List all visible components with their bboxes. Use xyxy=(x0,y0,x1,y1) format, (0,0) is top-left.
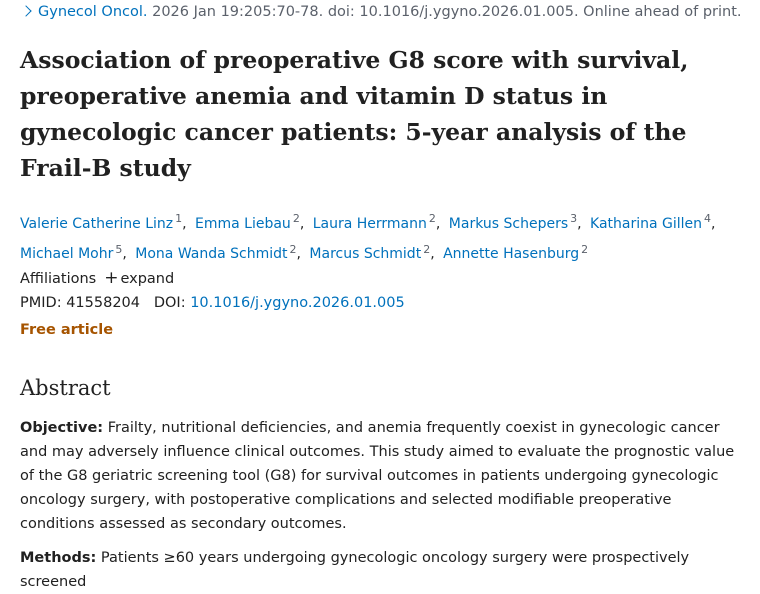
author-link[interactable]: Michael Mohr xyxy=(20,246,114,263)
affiliation-number[interactable]: 2 xyxy=(428,212,436,225)
affiliation-number[interactable]: 3 xyxy=(570,212,578,225)
pmid: 41558204 xyxy=(66,295,141,311)
page: Article html, body { margin: 0; padding:… xyxy=(20,4,742,590)
author-link[interactable]: Marcus Schmidt xyxy=(309,246,422,263)
affiliations: Affiliations + expand xyxy=(20,268,174,288)
body: {"citation": {"journal": "Gynecol Oncol.… xyxy=(20,4,742,590)
citation-details: 2026 Jan 19:205:70-78. doi: 10.1016/j.yg… xyxy=(152,4,742,20)
abstract-paragraph: Methods: Patients ≥60 years undergoing g… xyxy=(20,546,738,594)
author-link[interactable]: Katharina Gillen xyxy=(590,215,703,232)
affiliation-number[interactable]: 2 xyxy=(292,212,300,225)
author-link[interactable]: Annette Hasenburg xyxy=(443,246,580,263)
affiliation-number[interactable]: 4 xyxy=(704,212,712,225)
expand-toggle[interactable]: expand xyxy=(120,271,175,287)
author: Mona Wanda Schmidt 2 xyxy=(135,242,305,263)
citation: Gynecol Oncol. 2026 Jan 19:205:70-78. do… xyxy=(20,4,742,20)
author-link[interactable]: Emma Liebau xyxy=(195,215,291,232)
identifiers: PMID: 41558204 DOI: 10.1016/j.ygyno.2026… xyxy=(20,295,405,311)
article-title: Association of preoperative G8 score wit… xyxy=(20,46,689,182)
author-link[interactable]: Mona Wanda Schmidt xyxy=(135,246,288,263)
doi-link[interactable]: 10.1016/j.ygyno.2026.01.005 xyxy=(190,295,405,311)
author-link[interactable]: Valerie Catherine Linz xyxy=(20,215,174,232)
author: Laura Herrmann 2 xyxy=(312,212,445,232)
section-label: Objective: xyxy=(20,420,104,436)
author: Markus Schepers 3 xyxy=(448,212,586,232)
doi-label: DOI: xyxy=(153,295,186,311)
author: Michael Mohr 5 xyxy=(20,242,131,263)
free-article: Free article xyxy=(20,322,114,338)
section-label: Methods: xyxy=(20,550,97,566)
author-link[interactable]: Laura Herrmann xyxy=(312,215,427,232)
abstract-heading: Abstract xyxy=(20,376,111,400)
abstract-paragraph: Objective: Frailty, nutritional deficien… xyxy=(20,416,738,536)
journal-link[interactable]: Gynecol Oncol. xyxy=(38,4,148,20)
pmid-label: PMID: xyxy=(20,295,62,311)
affiliation-number[interactable]: 1 xyxy=(175,212,183,225)
affiliation-number[interactable]: 5 xyxy=(115,242,123,256)
affiliation-number[interactable]: 2 xyxy=(289,242,297,256)
chevron-icon xyxy=(20,5,32,17)
section-text: Frailty, nutritional deficiencies, and a… xyxy=(20,420,735,532)
author: Emma Liebau 2 xyxy=(195,212,308,232)
author: Marcus Schmidt 2 xyxy=(309,242,438,263)
affiliation-number[interactable]: 2 xyxy=(423,242,431,256)
author: Valerie Catherine Linz 1 xyxy=(20,212,191,232)
affiliation-number[interactable]: 2 xyxy=(581,242,589,256)
section-text: Patients ≥60 years undergoing gynecologi… xyxy=(20,550,690,590)
expand-icon[interactable]: + xyxy=(104,268,119,288)
affiliations-label: Affiliations xyxy=(20,271,97,287)
author: Katharina Gillen 4 xyxy=(590,212,719,232)
author-link[interactable]: Markus Schepers xyxy=(448,215,569,232)
author: Annette Hasenburg 2 xyxy=(443,242,589,263)
